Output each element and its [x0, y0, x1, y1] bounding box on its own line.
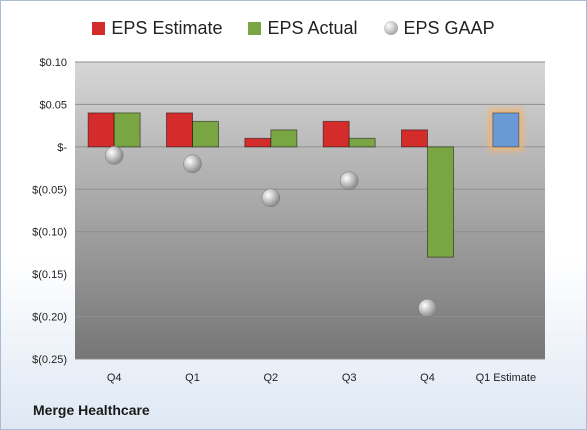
bubble-eps-gaap: [104, 146, 124, 165]
plot-area: [75, 62, 545, 359]
legend-item-estimate: EPS Estimate: [92, 18, 222, 39]
y-tick-label: $0.05: [39, 99, 67, 111]
legend-label-estimate: EPS Estimate: [111, 17, 223, 38]
y-tick-label: $-: [57, 142, 67, 154]
x-tick-label: Q3: [342, 372, 357, 384]
x-tick-label: Q4: [420, 372, 435, 384]
bar-eps-actual: [427, 146, 454, 258]
bar-eps-actual: [113, 112, 141, 148]
x-tick-label: Q1: [185, 372, 200, 384]
legend-swatch-actual: [248, 21, 262, 35]
bar-eps-estimate: [166, 112, 193, 148]
bubble-eps-gaap: [261, 188, 281, 208]
company-name: Merge Healthcare: [33, 402, 150, 418]
y-tick-label: $(0.05): [32, 184, 67, 196]
bar-eps-actual: [270, 129, 298, 148]
y-tick-label: $(0.15): [32, 269, 67, 281]
legend-label-actual: EPS Actual: [267, 17, 358, 38]
legend-item-actual: EPS Actual: [248, 17, 358, 39]
x-tick-label: Q2: [263, 372, 278, 384]
bubble-eps-gaap: [339, 171, 359, 191]
bar-eps-forecast: [492, 112, 520, 148]
x-tick-label: Q1 Estimate: [476, 372, 537, 384]
legend-item-gaap: EPS GAAP: [383, 17, 495, 39]
y-tick-label: $(0.20): [32, 312, 67, 324]
bubble-eps-gaap: [183, 154, 202, 174]
legend-swatch-gaap: [383, 21, 398, 35]
bar-eps-estimate: [87, 112, 115, 148]
y-tick-label: $(0.10): [32, 227, 67, 239]
bar-eps-estimate: [322, 120, 350, 148]
x-tick-label: Q4: [107, 372, 122, 384]
legend-swatch-estimate: [92, 21, 106, 35]
bar-eps-actual: [192, 120, 219, 148]
bar-eps-estimate: [244, 137, 272, 148]
legend-label-gaap: EPS GAAP: [403, 17, 495, 38]
bar-eps-estimate: [401, 129, 428, 148]
bubble-eps-gaap: [418, 298, 437, 318]
y-tick-label: $(0.25): [32, 354, 67, 366]
y-tick-label: $0.10: [39, 57, 67, 69]
bar-eps-actual: [348, 137, 376, 148]
legend: EPS Estimate EPS Actual EPS GAAP: [0, 14, 587, 42]
